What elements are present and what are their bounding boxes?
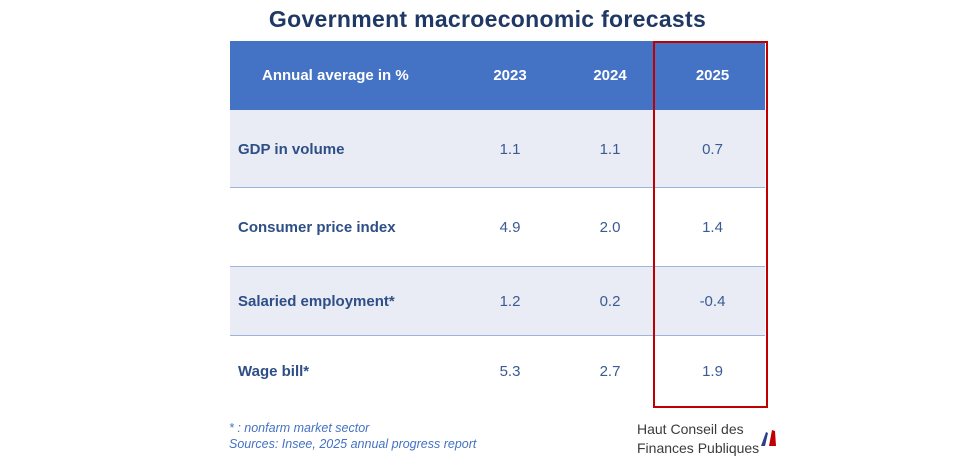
row-divider xyxy=(230,266,765,267)
value-cell: 0.2 xyxy=(599,293,621,310)
chart-title: Government macroeconomic forecasts xyxy=(268,6,707,32)
table-row: GDP in volume 1.1 1.1 0.7 xyxy=(230,110,765,188)
header-label: Annual average in % xyxy=(262,67,409,84)
header-year-2023: 2023 xyxy=(493,67,527,84)
table-row: Salaried employment* 1.2 0.2 -0.4 xyxy=(230,267,765,336)
value-cell: 2.0 xyxy=(599,219,621,236)
row-label: Consumer price index xyxy=(238,219,396,236)
table-row: Wage bill* 5.3 2.7 1.9 xyxy=(230,336,765,406)
hcfp-logo: Haut Conseil des Finances Publiques xyxy=(637,420,759,458)
row-divider xyxy=(230,187,765,188)
table-header: Annual average in % 2023 2024 2025 xyxy=(230,41,765,110)
value-cell: 1.1 xyxy=(599,140,621,158)
footnotes: * : nonfarm market sector Sources: Insee… xyxy=(229,420,476,452)
flag-mark-icon xyxy=(761,430,776,446)
row-label: GDP in volume xyxy=(238,140,345,158)
row-label: Salaried employment* xyxy=(238,293,395,310)
logo-line1: Haut Conseil des xyxy=(637,421,744,437)
header-year-2024: 2024 xyxy=(593,67,627,84)
value-cell: 1.9 xyxy=(702,362,723,380)
row-divider xyxy=(230,335,765,336)
value-cell: 4.9 xyxy=(499,219,521,236)
highlight-2025-column xyxy=(653,41,768,408)
footnote-sources: Sources: Insee, 2025 annual progress rep… xyxy=(229,437,477,451)
logo-line2: Finances Publiques xyxy=(637,440,760,456)
value-cell: -0.4 xyxy=(699,293,726,310)
value-cell: 0.7 xyxy=(702,140,723,158)
forecast-table: Annual average in % 2023 2024 2025 GDP i… xyxy=(230,41,765,406)
value-cell: 1.2 xyxy=(499,293,521,310)
value-cell: 1.1 xyxy=(499,140,521,158)
value-cell: 2.7 xyxy=(599,362,621,380)
footnote-sector: * : nonfarm market sector xyxy=(229,421,370,435)
row-label: Wage bill* xyxy=(238,362,310,380)
value-cell: 5.3 xyxy=(499,362,521,380)
value-cell: 1.4 xyxy=(702,219,723,236)
header-year-2025: 2025 xyxy=(695,67,730,84)
table-row: Consumer price index 4.9 2.0 1.4 xyxy=(230,188,765,267)
